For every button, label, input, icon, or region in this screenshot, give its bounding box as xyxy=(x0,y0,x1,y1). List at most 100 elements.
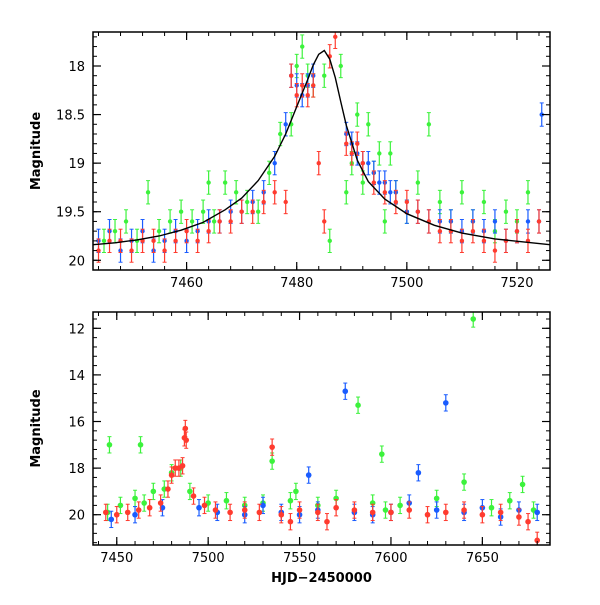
data-point xyxy=(162,248,167,253)
data-point xyxy=(165,486,171,492)
y-tick-label: 18.5 xyxy=(56,109,85,124)
panel-1: 7460 7480 7500 7520 18 18.5 19 19.5 20 Magnitude xyxy=(29,31,551,291)
data-point xyxy=(393,199,399,205)
series-3 xyxy=(102,419,541,545)
series-2 xyxy=(108,382,541,529)
data-point xyxy=(96,248,101,253)
data-point xyxy=(415,180,421,185)
y-tick-label: 20 xyxy=(68,254,85,269)
data-point xyxy=(481,238,487,244)
data-point xyxy=(195,238,200,244)
data-layer xyxy=(93,32,550,263)
data-point xyxy=(173,238,178,244)
panel-2: 7450 7500 7550 7600 7650 12 14 16 18 20 Magnitude H… xyxy=(29,311,551,586)
x-tick-label: 7500 xyxy=(390,276,423,291)
data-point xyxy=(344,190,349,195)
x-tick-label: 7500 xyxy=(192,551,225,566)
data-point xyxy=(366,160,371,166)
data-point xyxy=(459,238,465,244)
data-point xyxy=(503,209,509,214)
data-point xyxy=(388,509,394,516)
data-point xyxy=(189,219,195,224)
data-point xyxy=(146,504,153,511)
data-point xyxy=(294,92,299,98)
data-point xyxy=(217,219,222,224)
data-point xyxy=(379,451,385,457)
plot-frame xyxy=(92,311,551,546)
data-point xyxy=(404,199,410,205)
data-point xyxy=(342,388,349,395)
data-point xyxy=(182,425,189,432)
data-point xyxy=(156,228,162,234)
data-point xyxy=(388,190,393,195)
data-point xyxy=(293,488,299,495)
data-point xyxy=(333,504,339,511)
data-point xyxy=(324,518,330,525)
data-point xyxy=(355,112,360,117)
data-point xyxy=(534,509,541,516)
data-point xyxy=(536,219,542,224)
data-point xyxy=(481,199,487,205)
y-tick-label: 12 xyxy=(68,322,85,337)
data-point xyxy=(461,507,467,513)
data-point xyxy=(260,502,266,509)
data-point xyxy=(488,504,495,511)
data-point xyxy=(102,509,109,516)
y-tick-label: 19 xyxy=(68,157,85,172)
y-axis-title: Magnitude xyxy=(29,112,44,191)
x-tick-label: 7650 xyxy=(466,551,499,566)
y-tick-label: 16 xyxy=(68,416,85,431)
data-point xyxy=(424,511,431,518)
data-point xyxy=(228,219,233,224)
data-point xyxy=(459,190,465,195)
data-point xyxy=(315,509,321,516)
data-point xyxy=(178,209,184,214)
data-point xyxy=(183,437,190,443)
data-point xyxy=(300,44,305,49)
data-point xyxy=(206,180,211,185)
data-point xyxy=(461,479,467,485)
data-point xyxy=(129,248,134,253)
data-point xyxy=(212,507,219,513)
data-point xyxy=(443,509,449,516)
data-point xyxy=(360,160,365,166)
data-point xyxy=(108,516,115,523)
data-point xyxy=(206,228,211,234)
data-point xyxy=(167,219,173,224)
x-tick-label: 7450 xyxy=(100,551,133,566)
data-point xyxy=(211,219,217,224)
data-point xyxy=(415,209,421,214)
data-point xyxy=(261,199,266,205)
data-point xyxy=(241,507,248,513)
model-curve xyxy=(93,49,550,246)
data-point xyxy=(514,228,520,234)
data-point xyxy=(333,34,338,40)
data-point xyxy=(287,497,294,504)
data-point xyxy=(256,509,263,516)
data-point xyxy=(351,507,358,513)
data-point xyxy=(196,504,202,511)
data-point xyxy=(366,122,371,127)
data-point xyxy=(525,190,531,195)
data-point xyxy=(506,497,513,504)
x-tick-label: 7600 xyxy=(374,551,407,566)
data-point xyxy=(107,238,112,244)
data-point xyxy=(132,495,138,502)
data-point xyxy=(117,502,124,509)
data-point xyxy=(287,518,294,525)
data-point xyxy=(179,462,186,469)
data-point xyxy=(382,507,389,513)
data-point xyxy=(360,180,365,185)
x-tick-label: 7520 xyxy=(500,276,533,291)
data-point xyxy=(269,458,275,464)
data-point xyxy=(168,472,175,478)
data-point xyxy=(184,228,189,234)
data-point xyxy=(377,180,382,185)
data-point xyxy=(233,190,239,195)
x-axis-title: HJD−2450000 xyxy=(271,571,372,586)
data-point xyxy=(112,228,118,234)
data-point xyxy=(369,509,376,516)
data-point xyxy=(300,83,305,88)
data-point xyxy=(397,502,403,509)
data-point xyxy=(244,199,250,205)
